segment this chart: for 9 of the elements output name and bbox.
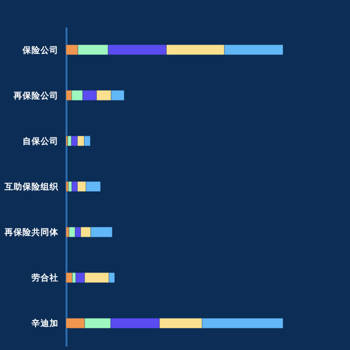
bar [66,181,69,192]
y-tick-label: 自保公司 [22,136,58,147]
y-tick-label: 辛迪加 [30,318,58,330]
y-tick-label: 互助保险组织 [4,182,60,192]
bar [66,272,73,283]
y-tick-label: 再保险共同体 [4,227,60,238]
y-tick-label: 保险公司 [22,44,58,56]
y-tick-label: 再保险公司 [12,90,58,102]
y-tick-label: 劳合社 [32,272,58,284]
